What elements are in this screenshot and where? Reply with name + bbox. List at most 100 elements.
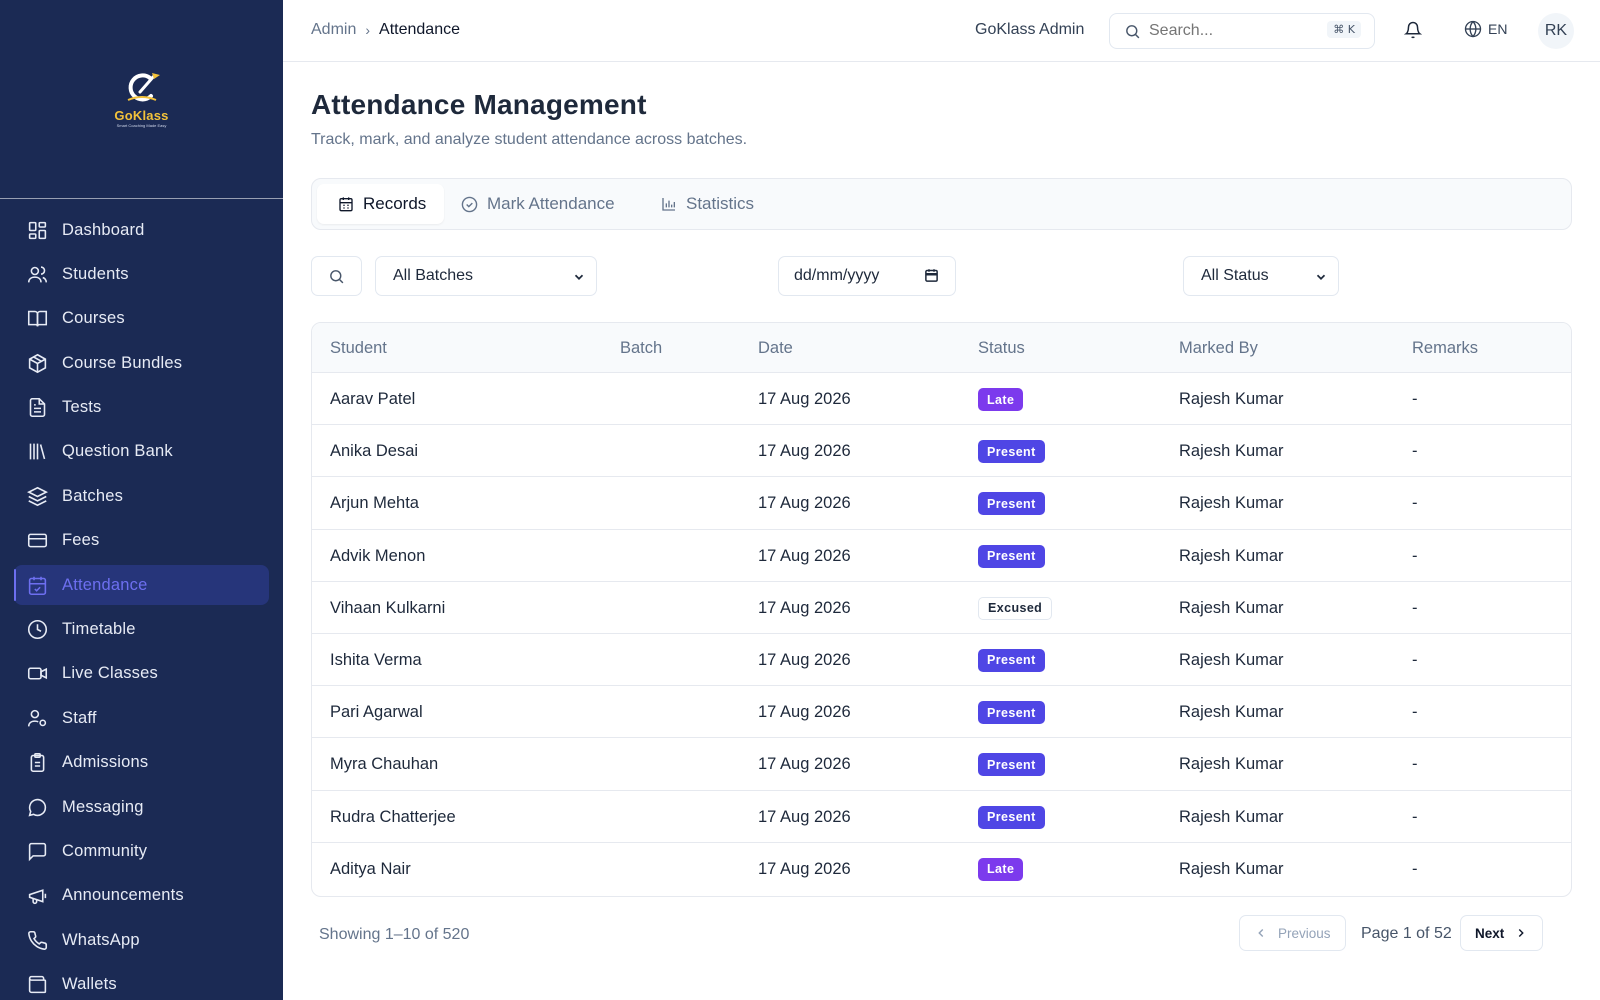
marked-by-cell: Rajesh Kumar (1179, 390, 1284, 408)
sidebar-item-course-bundles[interactable]: Course Bundles (14, 343, 269, 383)
table-row[interactable]: Aarav Patel 17 Aug 2026 Late Rajesh Kumar - (312, 373, 1571, 426)
sidebar-item-live-classes[interactable]: Live Classes (14, 654, 269, 694)
sidebar-item-courses[interactable]: Courses (14, 299, 269, 339)
status-badge: Late (978, 388, 1024, 411)
goklass-logo[interactable]: GoKlass Smart Coaching Made Easy (107, 64, 177, 134)
tab-records[interactable]: Records (317, 184, 445, 224)
sidebar-item-batches[interactable]: Batches (14, 476, 269, 516)
sidebar-item-tests[interactable]: Tests (14, 388, 269, 428)
marked-by-cell: Rajesh Kumar (1179, 442, 1284, 461)
breadcrumb-admin-link[interactable]: Admin (311, 21, 357, 38)
student-name: Vihaan Kulkarni (330, 598, 446, 617)
date-picker[interactable]: dd/mm/yyyy (778, 256, 956, 296)
chevron-left-icon (1258, 929, 1264, 937)
column-header-marked-by[interactable]: Marked By (1179, 339, 1258, 357)
table-row[interactable]: Vihaan Kulkarni 17 Aug 2026 Excused Rajesh … (312, 582, 1571, 634)
breadcrumb: Admin › Attendance (311, 21, 460, 39)
filter-bar: All Batches dd/mm/yyyy All Status (311, 256, 1572, 296)
status-select[interactable]: All Status (1183, 256, 1339, 296)
remarks-cell: - (1412, 390, 1418, 408)
column-header-batch[interactable]: Batch (620, 339, 663, 357)
language-switcher[interactable]: EN (1464, 20, 1507, 38)
chevron-right-icon: › (365, 22, 371, 38)
search-box[interactable]: ⌘ K (1109, 13, 1375, 49)
showing-count: Showing 1–10 of 520 (319, 926, 470, 943)
tab-statistics[interactable]: Statistics (640, 184, 772, 224)
tab-label: Mark Attendance (487, 194, 615, 213)
page-subtitle: Track, mark, and analyze student attenda… (311, 131, 748, 148)
student-name: Anika Desai (330, 442, 419, 461)
batch-select[interactable]: All Batches (375, 256, 597, 296)
marked-by-cell: Rajesh Kumar (1179, 703, 1284, 722)
table-row[interactable]: Pari Agarwal 17 Aug 2026 Present Rajesh Kum… (312, 686, 1571, 739)
student-name: Rudra Chatterjee (330, 807, 456, 826)
table-row[interactable]: Anika Desai 17 Aug 2026 Present Rajesh Kuma… (312, 425, 1571, 478)
sidebar-item-dashboard[interactable]: Dashboard (14, 210, 269, 250)
bell-icon[interactable] (1403, 21, 1423, 44)
marked-by-cell: Rajesh Kumar (1179, 650, 1284, 669)
column-header-status[interactable]: Status (978, 339, 1025, 357)
column-header-remarks[interactable]: Remarks (1412, 339, 1479, 357)
remarks-cell: - (1412, 546, 1418, 565)
table-row[interactable]: Aditya Nair 17 Aug 2026 Late Rajesh Kumar - (312, 843, 1571, 895)
sidebar-item-label: Dashboard (62, 220, 145, 239)
sidebar-item-label: Tests (62, 398, 102, 417)
sidebar-item-messaging[interactable]: Messaging (14, 787, 269, 827)
sidebar-item-students[interactable]: Students (14, 254, 269, 294)
sidebar-item-announcements[interactable]: Announcements (14, 876, 269, 916)
table-row[interactable]: Advik Menon 17 Aug 2026 Present Rajesh Kuma… (312, 530, 1571, 582)
chevron-down-icon (574, 274, 584, 280)
status-select-value: All Status (1201, 267, 1269, 284)
sidebar-item-staff[interactable]: Staff (14, 698, 269, 738)
table-row[interactable]: Myra Chauhan 17 Aug 2026 Present Rajesh Kum… (312, 738, 1571, 791)
date-cell: 17 Aug 2026 (758, 494, 851, 513)
remarks-cell: - (1412, 494, 1418, 513)
credit-card-icon (26, 530, 48, 552)
package-icon (26, 352, 48, 374)
message-circle-icon (26, 796, 48, 818)
remarks-cell: - (1412, 650, 1418, 669)
language-label: EN (1488, 21, 1508, 37)
date-placeholder: dd/mm/yyyy (794, 267, 880, 284)
sidebar-item-admissions[interactable]: Admissions (14, 743, 269, 783)
column-header-date[interactable]: Date (758, 339, 793, 357)
sidebar-item-question-bank[interactable]: Question Bank (14, 432, 269, 472)
sidebar-item-label: Community (62, 841, 148, 860)
remarks-cell: - (1412, 703, 1418, 722)
tab-label: Statistics (686, 194, 755, 213)
table-row[interactable]: Rudra Chatterjee 17 Aug 2026 Present Rajesh… (312, 791, 1571, 843)
next-page-button[interactable]: Next (1460, 915, 1544, 951)
column-header-student[interactable]: Student (330, 339, 387, 357)
attendance-table: Student Batch Date Status Marked By Rema… (311, 322, 1572, 897)
sidebar-item-label: Students (62, 264, 129, 283)
sidebar-item-label: Announcements (62, 886, 184, 905)
sidebar-item-whatsapp[interactable]: WhatsApp (14, 920, 269, 960)
tab-mark-attendance[interactable]: Mark Attendance (440, 184, 633, 224)
sidebar-item-fees[interactable]: Fees (14, 521, 269, 561)
calendar-icon (339, 197, 353, 212)
table-body: Aarav Patel 17 Aug 2026 Late Rajesh Kumar - A… (312, 373, 1571, 895)
calendar-check-icon (26, 574, 48, 596)
user-cog-icon (26, 707, 48, 729)
sidebar-item-community[interactable]: Community (14, 831, 269, 871)
table-row[interactable]: Arjun Mehta 17 Aug 2026 Present Rajesh Kuma… (312, 477, 1571, 530)
sidebar-item-attendance[interactable]: Attendance (14, 565, 269, 606)
student-name: Aarav Patel (330, 390, 416, 408)
megaphone-icon (26, 885, 48, 907)
student-name: Myra Chauhan (330, 755, 439, 774)
globe-icon (1464, 20, 1482, 38)
avatar[interactable]: RK (1538, 13, 1574, 49)
table-row[interactable]: Ishita Verma 17 Aug 2026 Present Rajesh Kum… (312, 634, 1571, 687)
sidebar-item-wallets[interactable]: Wallets (14, 965, 269, 1000)
sidebar-item-timetable[interactable]: Timetable (14, 610, 269, 650)
marked-by-cell: Rajesh Kumar (1179, 598, 1284, 617)
search-input[interactable] (1149, 22, 1299, 40)
search-filter-button[interactable] (311, 256, 362, 296)
logo-area: GoKlass Smart Coaching Made Easy (0, 0, 283, 199)
sidebar-item-label: Admissions (62, 753, 149, 772)
status-badge: Present (978, 544, 1045, 568)
previous-page-button[interactable]: Previous (1239, 915, 1346, 951)
marked-by-cell: Rajesh Kumar (1179, 859, 1284, 878)
clock-icon (26, 619, 48, 641)
date-cell: 17 Aug 2026 (758, 703, 851, 722)
